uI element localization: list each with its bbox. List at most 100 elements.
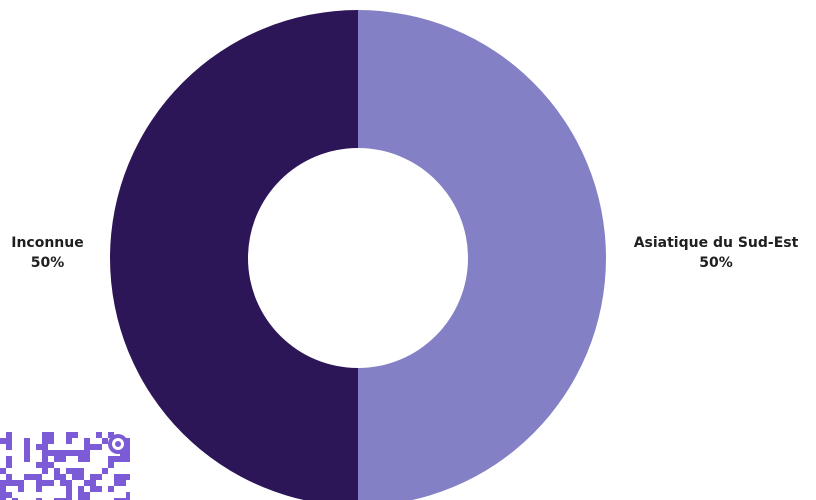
- slice-category-asiatique: Asiatique du Sud-Est: [633, 235, 799, 251]
- qr-module: [6, 462, 12, 468]
- qr-module: [54, 498, 60, 500]
- qr-module: [108, 456, 114, 462]
- qr-module: [114, 480, 120, 486]
- qr-module: [84, 444, 90, 450]
- qr-module: [54, 456, 60, 462]
- qr-module: [12, 480, 18, 486]
- qr-module: [66, 480, 72, 486]
- qr-module: [120, 474, 126, 480]
- qr-module: [72, 450, 78, 456]
- qr-module: [66, 438, 72, 444]
- qr-module: [60, 450, 66, 456]
- qr-module: [72, 468, 78, 474]
- qr-module: [78, 474, 84, 480]
- qr-module: [36, 444, 42, 450]
- qr-module: [42, 462, 48, 468]
- qr-module: [84, 456, 90, 462]
- qr-module: [78, 492, 84, 498]
- qr-module: [78, 450, 84, 456]
- qr-module: [0, 438, 6, 444]
- qr-module: [90, 474, 96, 480]
- qr-module: [108, 462, 114, 468]
- qr-module: [72, 432, 78, 438]
- qr-module: [108, 432, 114, 438]
- qr-module: [24, 450, 30, 456]
- qr-module: [6, 438, 12, 444]
- qr-module: [6, 480, 12, 486]
- qr-module: [66, 486, 72, 492]
- donut-slice-inconnue: [110, 10, 358, 500]
- qr-module: [12, 498, 18, 500]
- qr-module: [24, 444, 30, 450]
- qr-module: [6, 456, 12, 462]
- qr-module: [66, 492, 72, 498]
- qr-module: [96, 486, 102, 492]
- qr-module: [36, 474, 42, 480]
- qr-module: [126, 456, 130, 462]
- qr-module: [120, 480, 126, 486]
- qr-module: [30, 474, 36, 480]
- qr-module: [78, 486, 84, 492]
- qr-code-graphic: [0, 432, 130, 500]
- slice-label-asiatique: Asiatique du Sud-Est 50%: [605, 233, 816, 273]
- qr-module: [84, 498, 90, 500]
- donut-slice-asiatique-du-sud-est: [358, 10, 606, 500]
- qr-module: [108, 486, 114, 492]
- qr-module: [24, 456, 30, 462]
- qr-module: [0, 498, 6, 500]
- qr-module: [90, 486, 96, 492]
- qr-module: [24, 474, 30, 480]
- slice-label-inconnue: Inconnue 50%: [0, 233, 95, 273]
- qr-module: [6, 474, 12, 480]
- qr-module: [126, 492, 130, 498]
- qr-module: [18, 480, 24, 486]
- qr-module: [60, 474, 66, 480]
- qr-module: [36, 462, 42, 468]
- qr-module: [126, 450, 130, 456]
- qr-module: [102, 468, 108, 474]
- slice-value-asiatique: 50%: [699, 255, 733, 271]
- slice-value-inconnue: 50%: [30, 255, 65, 271]
- qr-module: [0, 492, 6, 498]
- qr-module: [66, 468, 72, 474]
- qr-module: [84, 480, 90, 486]
- qr-module: [60, 480, 66, 486]
- qr-finder-marker: [115, 441, 121, 447]
- qr-module: [48, 462, 54, 468]
- qr-module: [66, 432, 72, 438]
- slice-category-inconnue: Inconnue: [11, 235, 84, 251]
- qr-module: [0, 480, 6, 486]
- qr-module: [0, 468, 6, 474]
- qr-module: [66, 450, 72, 456]
- qr-module: [54, 468, 60, 474]
- qr-module: [90, 480, 96, 486]
- qr-module: [114, 456, 120, 462]
- qr-module: [120, 450, 126, 456]
- qr-module: [36, 486, 42, 492]
- qr-module: [48, 450, 54, 456]
- qr-module: [18, 486, 24, 492]
- qr-module: [0, 486, 6, 492]
- qr-module: [42, 456, 48, 462]
- qr-module: [114, 498, 120, 500]
- qr-module: [84, 450, 90, 456]
- qr-module: [126, 438, 130, 444]
- qr-module: [42, 432, 48, 438]
- qr-module: [102, 438, 108, 444]
- qr-module: [120, 456, 126, 462]
- qr-module: [96, 474, 102, 480]
- qr-module: [66, 498, 72, 500]
- qr-module: [84, 492, 90, 498]
- qr-module: [60, 498, 66, 500]
- qr-module: [90, 444, 96, 450]
- qr-code-icon[interactable]: [0, 432, 130, 500]
- qr-module: [42, 468, 48, 474]
- qr-module: [42, 450, 48, 456]
- qr-module: [54, 474, 60, 480]
- qr-module: [96, 444, 102, 450]
- qr-module: [42, 438, 48, 444]
- qr-module: [6, 432, 12, 438]
- qr-module: [96, 432, 102, 438]
